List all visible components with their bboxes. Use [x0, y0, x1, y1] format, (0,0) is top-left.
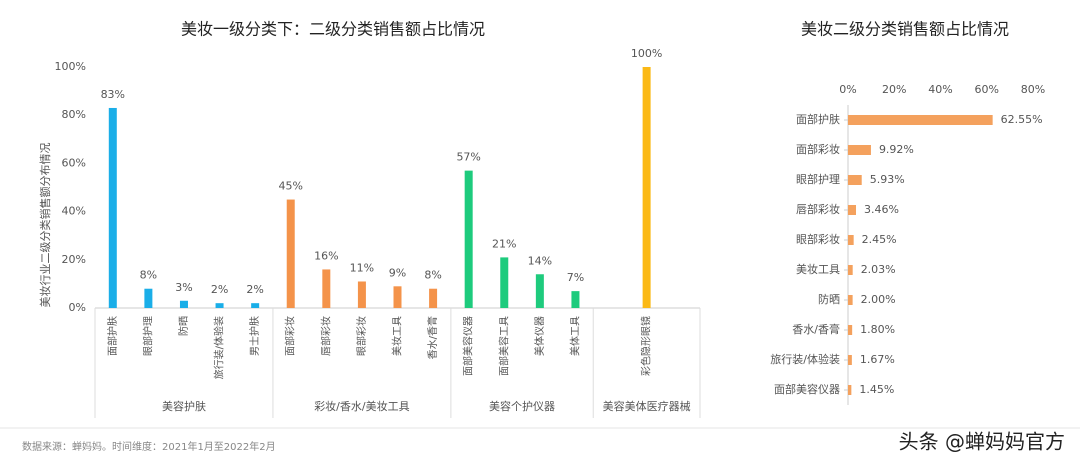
bar	[251, 303, 260, 308]
x-tick-label: 美妆工具	[391, 316, 404, 356]
watermark: 头条 @蝉妈妈官方	[899, 430, 1065, 454]
y-tick-label: 眼部护理	[796, 172, 840, 186]
value-label: 62.55%	[1001, 113, 1043, 126]
x-tick-label: 防晒	[177, 316, 190, 336]
bar	[848, 355, 852, 365]
bar	[393, 286, 402, 308]
x-tick-label: 美体仪器	[533, 316, 546, 356]
value-label: 45%	[279, 180, 303, 193]
x-tick-label: 眼部彩妆	[355, 316, 368, 356]
chart-title: 美妆一级分类下：二级分类销售额占比情况	[181, 20, 485, 39]
bar	[429, 288, 438, 308]
x-tick-label: 面部彩妆	[284, 316, 297, 356]
source-note: 数据来源：蝉妈妈。时间维度：2021年1月至2022年2月	[22, 440, 276, 453]
y-tick-label: 20%	[62, 253, 86, 266]
y-tick-label: 美妆工具	[796, 263, 840, 276]
bar	[535, 274, 544, 308]
x-tick-label: 40%	[928, 83, 952, 96]
x-tick-label: 80%	[1021, 83, 1045, 96]
y-tick-label: 40%	[62, 205, 86, 218]
y-tick-label: 唇部彩妆	[796, 202, 840, 216]
bar	[848, 145, 871, 155]
value-label: 9.92%	[879, 143, 914, 156]
bar	[357, 281, 366, 308]
x-tick-label: 面部美容仪器	[462, 316, 475, 376]
x-tick-label: 面部护肤	[106, 316, 119, 356]
y-tick-label: 面部美容仪器	[774, 382, 840, 396]
group-label: 美容美体医疗器械	[603, 399, 691, 413]
bar	[642, 67, 651, 308]
y-tick-label: 旅行装/体验装	[770, 352, 840, 366]
x-tick-label: 面部美容工具	[497, 316, 510, 376]
y-tick-label: 60%	[62, 156, 86, 169]
value-label: 100%	[631, 47, 662, 60]
value-label: 57%	[456, 151, 480, 164]
value-label: 3.46%	[864, 203, 899, 216]
value-label: 21%	[492, 237, 516, 250]
y-tick-label: 香水/香膏	[792, 322, 840, 336]
value-label: 8%	[424, 269, 441, 282]
value-label: 1.67%	[860, 353, 895, 366]
x-tick-label: 0%	[839, 83, 856, 96]
value-label: 3%	[175, 281, 192, 294]
bar	[215, 303, 224, 308]
bar	[571, 291, 580, 308]
x-tick-label: 美体工具	[568, 316, 581, 356]
value-label: 2.03%	[861, 263, 896, 276]
value-label: 2.00%	[861, 293, 896, 306]
x-tick-label: 彩色隐形眼镜	[640, 316, 653, 376]
x-tick-label: 眼部护理	[141, 316, 154, 356]
bar	[848, 175, 862, 185]
value-label: 2%	[211, 283, 228, 296]
value-label: 2%	[246, 283, 263, 296]
bar	[848, 325, 853, 335]
bar	[848, 205, 857, 215]
group-label: 彩妆/香水/美妆工具	[314, 400, 409, 413]
group-label: 美容个护仪器	[489, 399, 555, 413]
value-label: 16%	[314, 249, 338, 262]
value-label: 11%	[350, 261, 374, 274]
value-label: 83%	[101, 88, 125, 101]
bar	[464, 170, 473, 308]
bar	[108, 107, 117, 308]
value-label: 8%	[140, 269, 157, 282]
group-label: 美容护肤	[162, 399, 206, 413]
y-tick-label: 防晒	[818, 292, 840, 306]
value-label: 1.45%	[859, 383, 894, 396]
x-tick-label: 香水/香膏	[426, 316, 439, 359]
x-tick-label: 20%	[882, 83, 906, 96]
value-label: 5.93%	[870, 173, 905, 186]
value-label: 14%	[528, 254, 552, 267]
bar	[286, 199, 295, 308]
bar	[500, 257, 509, 308]
bar	[848, 385, 852, 395]
x-tick-label: 唇部彩妆	[319, 316, 332, 356]
y-tick-label: 面部护肤	[796, 112, 840, 126]
chart-title: 美妆二级分类销售额占比情况	[801, 20, 1009, 39]
bar	[179, 300, 188, 308]
value-label: 1.80%	[860, 323, 895, 336]
y-tick-label: 100%	[55, 60, 86, 73]
value-label: 9%	[389, 266, 406, 279]
bar	[848, 265, 853, 275]
x-tick-label: 旅行装/体验装	[213, 316, 226, 379]
value-label: 2.45%	[862, 233, 897, 246]
y-tick-label: 眼部彩妆	[796, 232, 840, 246]
y-tick-label: 面部彩妆	[796, 142, 840, 156]
value-label: 7%	[567, 271, 584, 284]
bar	[848, 295, 853, 305]
y-tick-label: 80%	[62, 108, 86, 121]
x-tick-label: 男士护肤	[248, 316, 261, 356]
bar	[322, 269, 331, 308]
bar	[848, 115, 993, 125]
x-tick-label: 60%	[975, 83, 999, 96]
y-tick-label: 0%	[69, 301, 86, 314]
y-axis-label: 美妆行业二级分类销售额分布情况	[38, 143, 52, 308]
bar	[848, 235, 854, 245]
bar	[144, 288, 153, 308]
